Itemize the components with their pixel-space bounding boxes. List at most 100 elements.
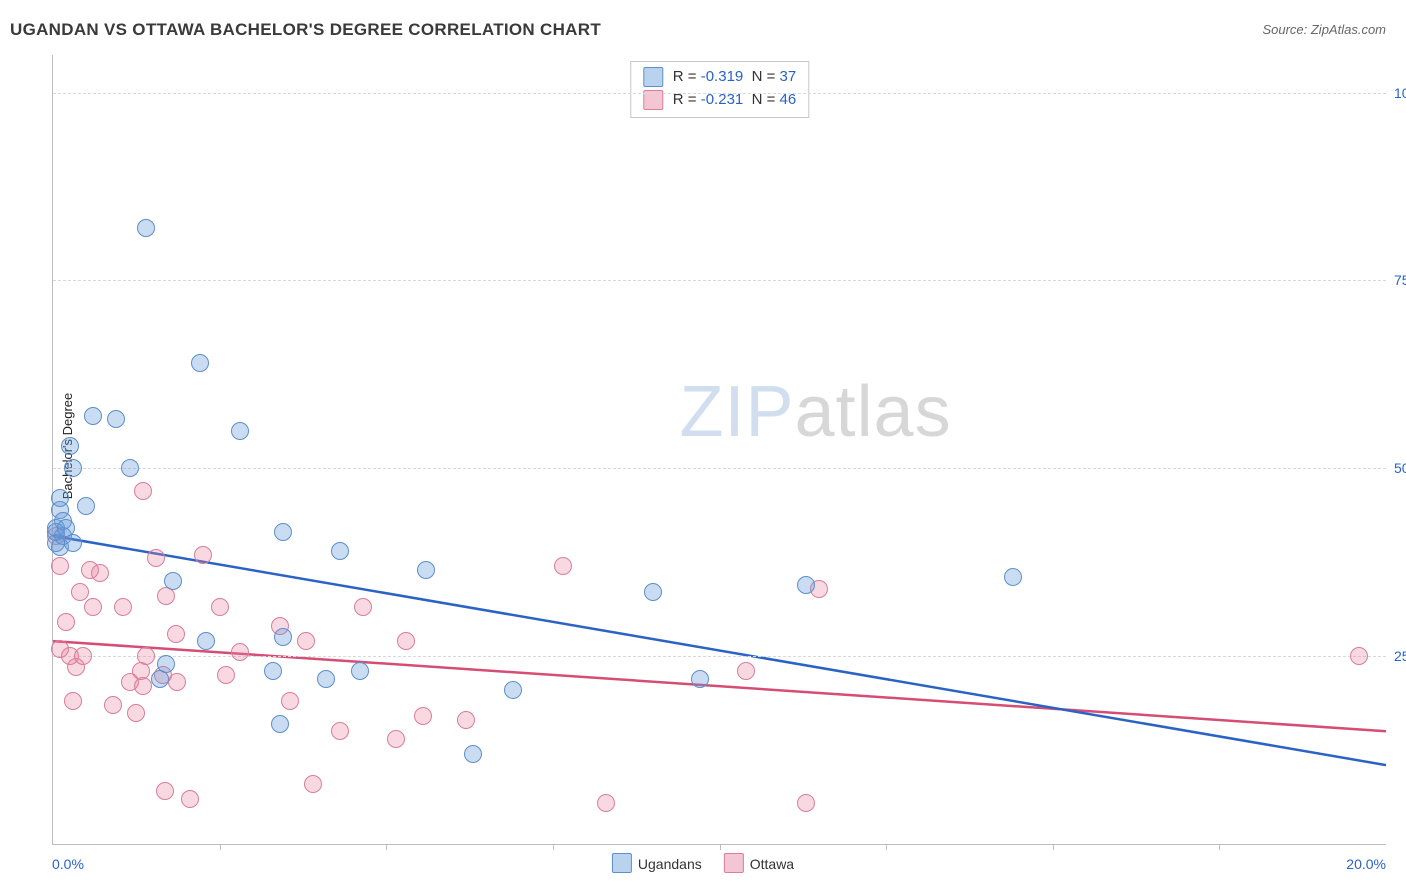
legend-item: Ugandans	[612, 853, 702, 873]
marker-ottawa	[554, 557, 572, 575]
x-tick	[1053, 844, 1054, 850]
stat-legend-row: R = -0.319 N = 37	[643, 66, 796, 89]
marker-ottawa	[64, 692, 82, 710]
legend-swatch-ugandans	[643, 67, 663, 87]
x-axis-label-min: 0.0%	[52, 856, 84, 872]
x-tick	[386, 844, 387, 850]
stat-legend: R = -0.319 N = 37 R = -0.231 N = 46	[630, 61, 809, 118]
marker-ugandans	[351, 662, 369, 680]
watermark-part1: ZIP	[680, 372, 795, 452]
y-tick-label: 50.0%	[1394, 460, 1406, 476]
marker-ottawa	[414, 707, 432, 725]
marker-ottawa	[211, 598, 229, 616]
marker-ottawa	[71, 583, 89, 601]
marker-ottawa	[74, 647, 92, 665]
x-tick	[220, 844, 221, 850]
marker-ugandans	[137, 219, 155, 237]
marker-ugandans	[197, 632, 215, 650]
stat-N-ugandans: 37	[780, 68, 797, 85]
y-tick-label: 100.0%	[1394, 85, 1406, 101]
marker-ugandans	[504, 681, 522, 699]
watermark-part2: atlas	[795, 372, 952, 452]
marker-ugandans	[274, 523, 292, 541]
marker-ottawa	[281, 692, 299, 710]
marker-ottawa	[127, 704, 145, 722]
marker-ugandans	[1004, 568, 1022, 586]
marker-ottawa	[181, 790, 199, 808]
marker-ugandans	[64, 459, 82, 477]
marker-ugandans	[191, 354, 209, 372]
y-tick-label: 25.0%	[1394, 648, 1406, 664]
marker-ottawa	[231, 643, 249, 661]
marker-ugandans	[317, 670, 335, 688]
y-tick-label: 75.0%	[1394, 272, 1406, 288]
marker-ottawa	[331, 722, 349, 740]
x-tick	[886, 844, 887, 850]
marker-ottawa	[167, 625, 185, 643]
source-label: Source: ZipAtlas.com	[1262, 22, 1386, 37]
marker-ugandans	[644, 583, 662, 601]
marker-ugandans	[84, 407, 102, 425]
trendlines-layer	[53, 55, 1386, 844]
marker-ugandans	[231, 422, 249, 440]
marker-ottawa	[51, 557, 69, 575]
legend-swatch-ugandans	[612, 853, 632, 873]
marker-ottawa	[217, 666, 235, 684]
marker-ottawa	[194, 546, 212, 564]
marker-ottawa	[168, 673, 186, 691]
marker-ottawa	[304, 775, 322, 793]
marker-ugandans	[331, 542, 349, 560]
gridline	[53, 280, 1386, 281]
marker-ottawa	[147, 549, 165, 567]
marker-ugandans	[797, 576, 815, 594]
stat-R-ugandans: -0.319	[701, 68, 744, 85]
trendline	[53, 641, 1386, 731]
marker-ugandans	[417, 561, 435, 579]
legend-swatch-ottawa	[724, 853, 744, 873]
marker-ottawa	[91, 564, 109, 582]
marker-ottawa	[57, 613, 75, 631]
stat-label: R = -0.319 N = 37	[673, 66, 796, 89]
marker-ugandans	[464, 745, 482, 763]
marker-ugandans	[271, 715, 289, 733]
marker-ottawa	[114, 598, 132, 616]
marker-ottawa	[737, 662, 755, 680]
x-axis-label-max: 20.0%	[1346, 856, 1386, 872]
marker-ottawa	[354, 598, 372, 616]
gridline	[53, 656, 1386, 657]
gridline	[53, 468, 1386, 469]
marker-ugandans	[164, 572, 182, 590]
bottom-legend: Ugandans Ottawa	[612, 853, 794, 873]
marker-ottawa	[134, 482, 152, 500]
x-tick	[1219, 844, 1220, 850]
marker-ugandans	[77, 497, 95, 515]
x-tick	[553, 844, 554, 850]
marker-ottawa	[597, 794, 615, 812]
marker-ottawa	[457, 711, 475, 729]
legend-item: Ottawa	[724, 853, 794, 873]
plot-area: ZIPatlas R = -0.319 N = 37 R = -0.231 N …	[52, 55, 1386, 845]
marker-ugandans	[274, 628, 292, 646]
marker-ugandans	[157, 655, 175, 673]
watermark: ZIPatlas	[680, 371, 952, 453]
marker-ugandans	[691, 670, 709, 688]
marker-ottawa	[397, 632, 415, 650]
marker-ottawa	[797, 794, 815, 812]
legend-label-ugandans: Ugandans	[638, 856, 702, 872]
marker-ugandans	[51, 489, 69, 507]
marker-ugandans	[264, 662, 282, 680]
chart-title: UGANDAN VS OTTAWA BACHELOR'S DEGREE CORR…	[10, 20, 601, 40]
marker-ugandans	[64, 534, 82, 552]
marker-ugandans	[107, 410, 125, 428]
marker-ottawa	[156, 782, 174, 800]
x-tick	[720, 844, 721, 850]
marker-ottawa	[387, 730, 405, 748]
marker-ugandans	[61, 437, 79, 455]
marker-ugandans	[121, 459, 139, 477]
marker-ottawa	[134, 677, 152, 695]
marker-ottawa	[84, 598, 102, 616]
legend-label-ottawa: Ottawa	[750, 856, 794, 872]
marker-ottawa	[1350, 647, 1368, 665]
gridline	[53, 93, 1386, 94]
marker-ottawa	[297, 632, 315, 650]
